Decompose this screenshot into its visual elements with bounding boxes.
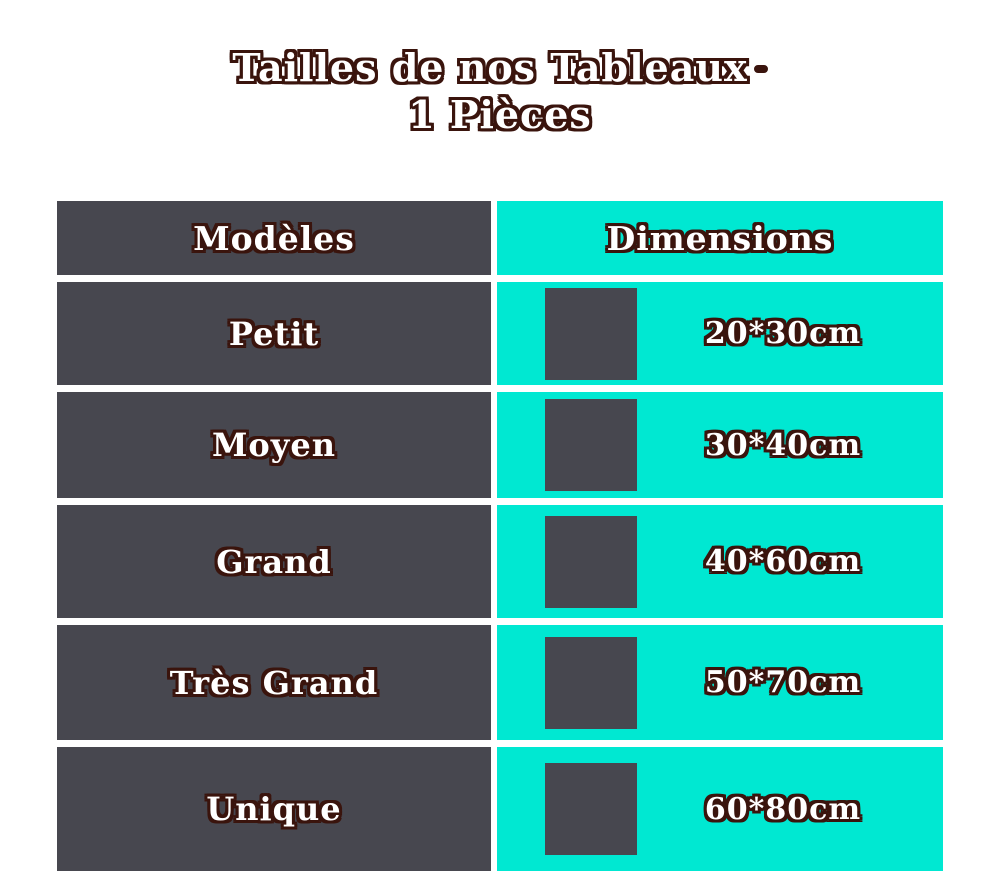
table-row-model: Unique [57,747,491,871]
column-header: Modèles [193,218,355,258]
title-line-2: 1 Pièces [0,91,1000,138]
size-swatch [545,515,637,608]
table-row-dimension: 20*30cm [497,282,943,385]
table-row-dimension: 40*60cm [497,505,943,618]
model-label: Unique [206,790,342,828]
size-swatch [545,763,637,855]
model-label: Grand [216,542,332,581]
dimension-value: 60*80cm [704,791,862,827]
page-title: Tailles de nos Tableaux 1 Pièces [0,44,1000,138]
size-table: Modèles Dimensions Petit 20*30cm Moyen 3… [57,201,943,871]
table-row-model: Petit [57,282,491,385]
table-row-model: Moyen [57,392,491,498]
column-header: Dimensions [606,218,834,258]
header-cell-models: Modèles [57,201,491,275]
title-dash-icon [753,65,768,73]
model-label: Très Grand [169,663,379,702]
header-cell-dimensions: Dimensions [497,201,943,275]
size-swatch [545,636,637,729]
dimension-value: 40*60cm [704,544,862,579]
table-row-model: Grand [57,505,491,618]
table-row-model: Très Grand [57,625,491,740]
dimension-value: 50*70cm [704,665,862,700]
dimension-value: 20*30cm [704,316,862,351]
title-text: Tailles de nos Tableaux [232,45,748,90]
dimension-value: 30*40cm [704,427,862,463]
size-swatch [545,287,637,380]
title-line-1: Tailles de nos Tableaux [0,44,1000,91]
model-label: Moyen [212,426,336,464]
table-row-dimension: 50*70cm [497,625,943,740]
model-label: Petit [228,314,320,353]
title-subtext: 1 Pièces [408,92,592,137]
table-row-dimension: 30*40cm [497,392,943,498]
table-row-dimension: 60*80cm [497,747,943,871]
size-swatch [545,399,637,491]
